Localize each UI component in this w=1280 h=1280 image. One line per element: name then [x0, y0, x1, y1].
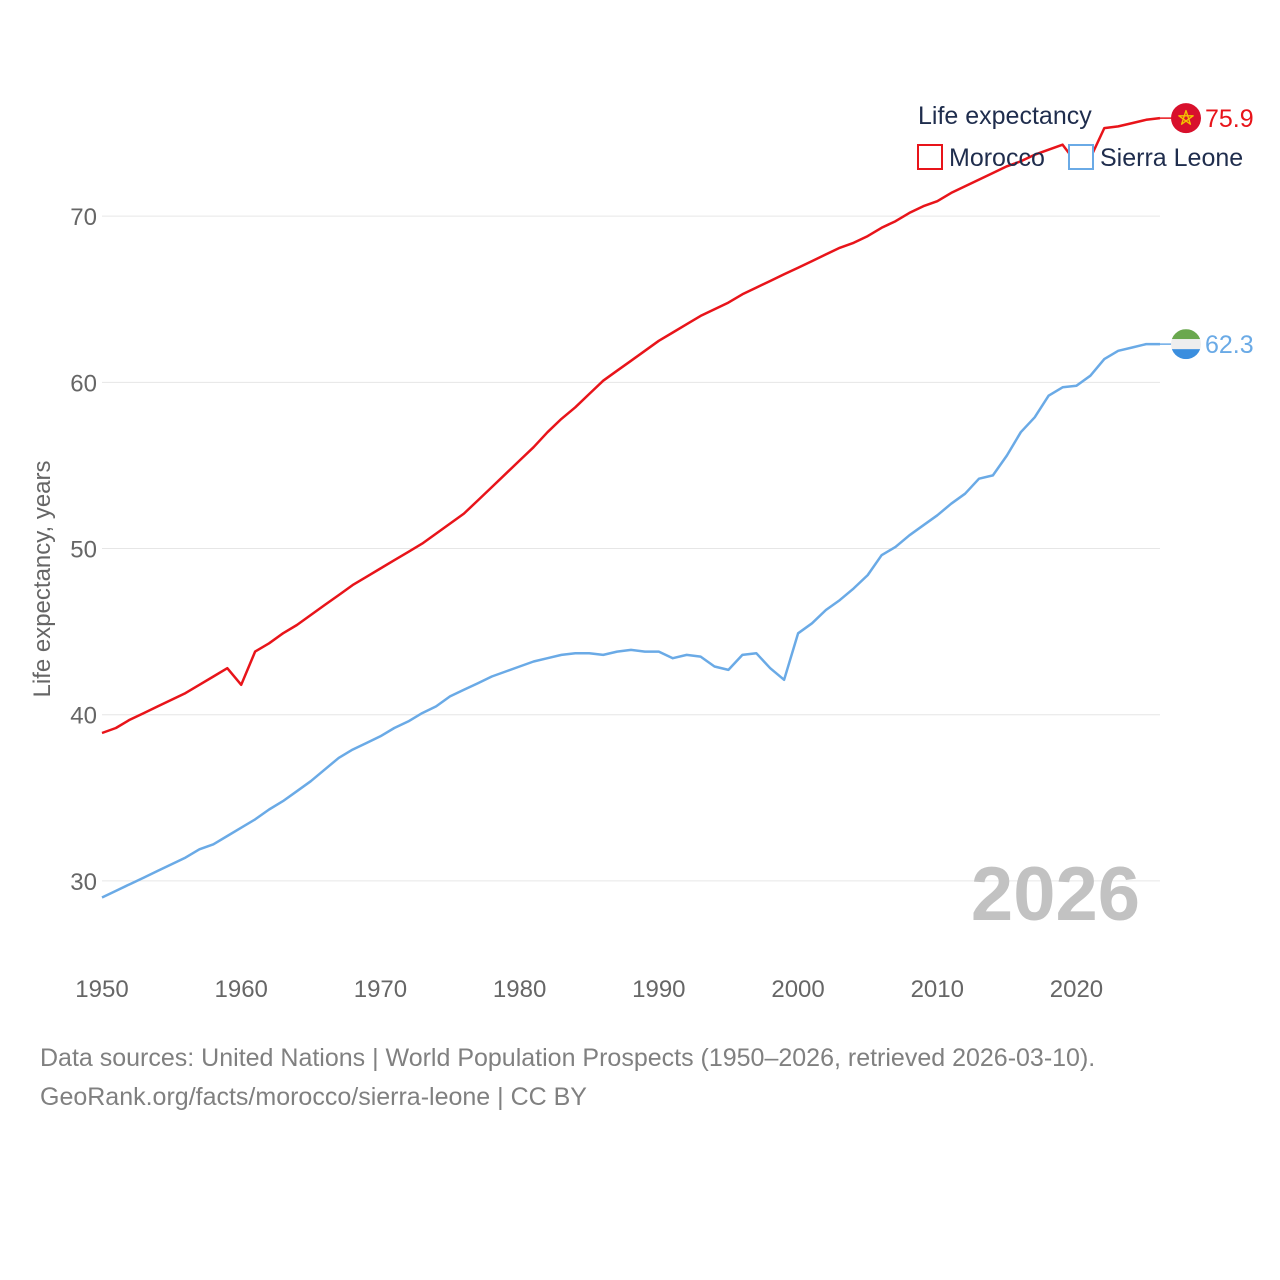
series-lines: [101, 116, 1161, 899]
morocco-flag-icon: [1171, 103, 1201, 134]
y-tick-label: 30: [70, 869, 97, 896]
x-tick-label: 1980: [493, 976, 546, 1003]
series-line-morocco: [101, 116, 1161, 735]
grid: [102, 215, 1160, 882]
sierra-leone-flag-icon: [1171, 329, 1201, 360]
series-endpoints: 75.9 62.3: [1160, 103, 1254, 360]
x-tick-label: 1950: [75, 976, 128, 1003]
legend: Life expectancy Morocco Sierra Leone: [917, 102, 1243, 172]
y-axis-label: Life expectancy, years: [29, 460, 56, 697]
legend-swatch-morocco: [917, 144, 943, 170]
legend-title: Life expectancy: [918, 102, 1092, 130]
y-tick-label: 60: [70, 370, 97, 397]
y-axis-ticks: 30 40 50 60 70: [70, 204, 97, 896]
footer-link[interactable]: GeoRank.org/facts/morocco/sierra-leone |…: [40, 1083, 587, 1111]
x-tick-label: 1990: [632, 976, 685, 1003]
x-tick-label: 1970: [354, 976, 407, 1003]
x-tick-label: 2020: [1050, 976, 1103, 1003]
year-label: 2026: [971, 852, 1140, 937]
footer-sources: Data sources: United Nations | World Pop…: [40, 1044, 1096, 1072]
end-value-label-morocco: 75.9: [1205, 105, 1254, 133]
legend-item-sierra-leone[interactable]: Sierra Leone: [1068, 144, 1243, 172]
legend-label-morocco: Morocco: [949, 144, 1045, 172]
y-tick-label: 40: [70, 703, 97, 730]
x-tick-label: 2010: [911, 976, 964, 1003]
x-axis-ticks: 1950 1960 1970 1980 1990 2000 2010 2020: [75, 976, 1103, 1003]
legend-swatch-sierra-leone: [1068, 144, 1094, 170]
end-value-label-sierra-leone: 62.3: [1205, 331, 1254, 359]
x-tick-label: 2000: [771, 976, 824, 1003]
y-tick-label: 70: [70, 204, 97, 231]
x-tick-label: 1960: [215, 976, 268, 1003]
legend-item-morocco[interactable]: Morocco: [917, 144, 1045, 172]
y-tick-label: 50: [70, 537, 97, 564]
legend-label-sierra-leone: Sierra Leone: [1100, 144, 1243, 172]
series-line-sierra-leone: [101, 342, 1160, 899]
